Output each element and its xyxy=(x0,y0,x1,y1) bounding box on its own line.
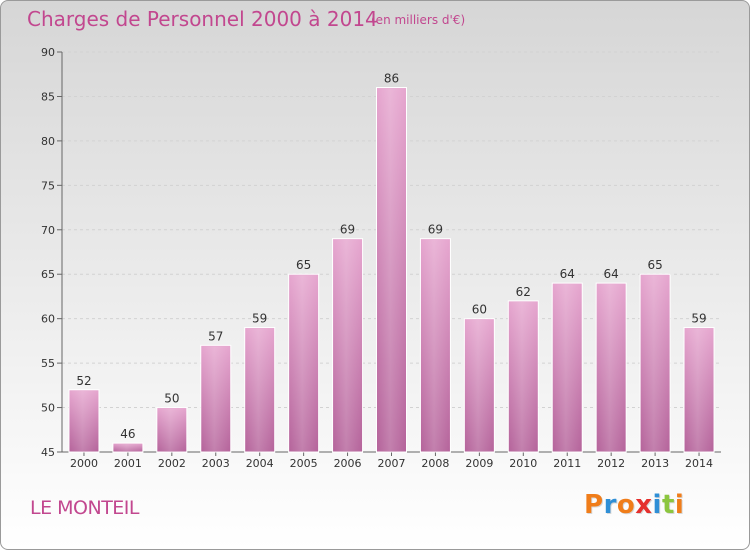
x-tick-label: 2014 xyxy=(685,457,713,470)
data-label-2005: 65 xyxy=(296,258,311,272)
y-tick-label: 75 xyxy=(41,179,55,192)
data-label-2000: 52 xyxy=(76,374,91,388)
logo-letter: P xyxy=(584,490,604,520)
y-tick-label: 70 xyxy=(41,224,55,237)
data-label-2012: 64 xyxy=(604,267,619,281)
bar-shine xyxy=(597,284,626,451)
x-tick-label: 2002 xyxy=(158,457,186,470)
bar-shine xyxy=(333,239,362,451)
bar-shine xyxy=(421,239,450,451)
x-tick-label: 2001 xyxy=(114,457,142,470)
x-tick-label: 2013 xyxy=(641,457,669,470)
data-label-2001: 46 xyxy=(120,427,135,441)
chart-subtitle: (en milliers d'€) xyxy=(371,13,466,27)
chart-title: Charges de Personnel 2000 à 2014 xyxy=(27,7,378,31)
x-tick-label: 2010 xyxy=(509,457,537,470)
x-tick-label: 2005 xyxy=(290,457,318,470)
x-tick-label: 2008 xyxy=(421,457,449,470)
x-tick-label: 2007 xyxy=(378,457,406,470)
data-label-2014: 59 xyxy=(691,312,706,326)
x-tick-label: 2000 xyxy=(70,457,98,470)
y-tick-label: 55 xyxy=(41,357,55,370)
x-tick-label: 2009 xyxy=(465,457,493,470)
data-label-2011: 64 xyxy=(560,267,575,281)
data-label-2003: 57 xyxy=(208,329,223,343)
bar-shine xyxy=(289,275,318,451)
bar-shine xyxy=(245,328,274,451)
logo-letter: o xyxy=(616,490,636,520)
y-tick-label: 60 xyxy=(41,313,55,326)
logo-letter: r xyxy=(603,490,617,520)
logo-letter: t xyxy=(661,490,675,520)
x-tick-label: 2004 xyxy=(246,457,274,470)
y-tick-label: 85 xyxy=(41,90,55,103)
bar-shine xyxy=(69,390,98,451)
bar-shine xyxy=(113,444,142,451)
x-tick-label: 2006 xyxy=(334,457,362,470)
logo-letter: i xyxy=(652,490,662,520)
data-label-2004: 59 xyxy=(252,312,267,326)
y-tick-label: 90 xyxy=(41,46,55,59)
data-label-2006: 69 xyxy=(340,223,355,237)
y-tick-label: 80 xyxy=(41,135,55,148)
data-labels: 52 46 50 57 59 65 69 86 69 60 62 64 64 65 59 xyxy=(76,72,706,442)
bar-shine xyxy=(553,284,582,451)
y-tick-label: 65 xyxy=(41,268,55,281)
x-tick-label: 2012 xyxy=(597,457,625,470)
bar-shine xyxy=(685,328,714,451)
x-tick-label: 2003 xyxy=(202,457,230,470)
bar-shine xyxy=(509,301,538,451)
x-tick-labels: 2000 2001 2002 2003 2004 2005 2006 2007 2008 2009… xyxy=(70,457,713,470)
data-label-2009: 60 xyxy=(472,303,487,317)
bar-shine xyxy=(377,88,406,452)
proxiti-logo[interactable]: Proxiti xyxy=(584,490,684,520)
location-label: LE MONTEIL xyxy=(30,497,140,519)
bar-shine xyxy=(157,408,186,451)
bar-shine xyxy=(641,275,670,451)
data-label-2013: 65 xyxy=(647,258,662,272)
bars xyxy=(68,87,715,453)
bar-shine xyxy=(201,346,230,451)
x-tick-label: 2011 xyxy=(553,457,581,470)
data-label-2008: 69 xyxy=(428,223,443,237)
bar-shine xyxy=(465,319,494,451)
y-tick-label: 45 xyxy=(41,446,55,459)
data-label-2002: 50 xyxy=(164,392,179,406)
data-label-2010: 62 xyxy=(516,285,531,299)
y-tick-label: 50 xyxy=(41,402,55,415)
logo-letter: i xyxy=(674,490,685,520)
y-tick-labels: 45 50 55 60 65 70 75 80 85 90 xyxy=(41,46,55,459)
data-label-2007: 86 xyxy=(384,72,399,86)
logo-letter: x xyxy=(635,490,653,520)
